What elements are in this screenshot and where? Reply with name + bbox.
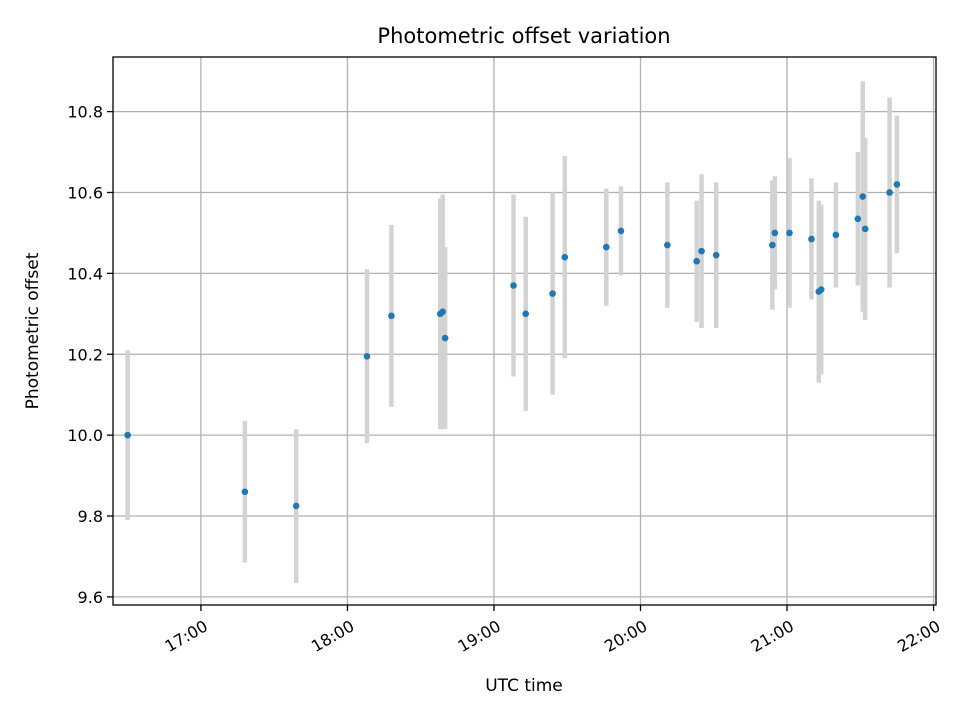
y-axis-label: Photometric offset <box>23 252 43 409</box>
data-point <box>771 229 779 237</box>
data-point <box>549 290 556 297</box>
data-point <box>292 502 300 510</box>
x-tick-label: 18:00 <box>308 616 357 656</box>
y-tick-label: 10.4 <box>67 264 103 283</box>
data-point <box>561 253 569 261</box>
data-point <box>603 243 610 251</box>
data-point <box>522 310 530 318</box>
data-point <box>859 193 867 200</box>
x-tick-label: 21:00 <box>748 616 797 656</box>
data-point <box>241 488 249 496</box>
data-point <box>363 352 371 360</box>
data-point <box>769 241 776 249</box>
y-tick-label: 10.2 <box>67 345 103 364</box>
data-point <box>893 181 901 188</box>
y-tick-label: 9.8 <box>78 507 103 526</box>
data-point <box>698 247 705 255</box>
data-point <box>712 251 720 259</box>
x-tick-label: 17:00 <box>161 616 210 656</box>
data-point <box>388 312 395 320</box>
data-point <box>439 308 446 316</box>
data-point <box>886 189 893 196</box>
data-point <box>832 231 840 239</box>
data-point <box>693 257 700 265</box>
x-tick-label: 22:00 <box>894 616 943 656</box>
data-point <box>854 215 862 223</box>
y-axis: 9.6 9.8 10.0 10.2 10.4 10.6 10.8 <box>67 103 113 607</box>
grid <box>113 57 936 605</box>
data-point <box>441 334 449 342</box>
y-tick-label: 10.8 <box>67 103 103 122</box>
y-tick-label: 9.6 <box>78 588 103 607</box>
x-tick-label: 19:00 <box>455 616 504 656</box>
data-point <box>510 282 517 289</box>
data-point <box>786 229 793 237</box>
data-point <box>808 235 815 243</box>
data-point <box>817 286 825 293</box>
data-point <box>664 241 671 249</box>
y-tick-label: 10.0 <box>67 426 103 445</box>
data-point <box>124 431 131 439</box>
data-points <box>124 181 901 510</box>
data-point <box>861 225 869 233</box>
error-bars <box>125 81 900 583</box>
x-tick-label: 20:00 <box>601 616 650 656</box>
x-axis-label: UTC time <box>485 676 563 696</box>
y-tick-label: 10.6 <box>67 183 103 202</box>
x-axis: 17:00 18:00 19:00 20:00 21:00 22:00 <box>161 605 944 656</box>
plot-frame <box>112 56 937 606</box>
data-point <box>617 227 625 235</box>
chart-title: Photometric offset variation <box>377 24 670 48</box>
